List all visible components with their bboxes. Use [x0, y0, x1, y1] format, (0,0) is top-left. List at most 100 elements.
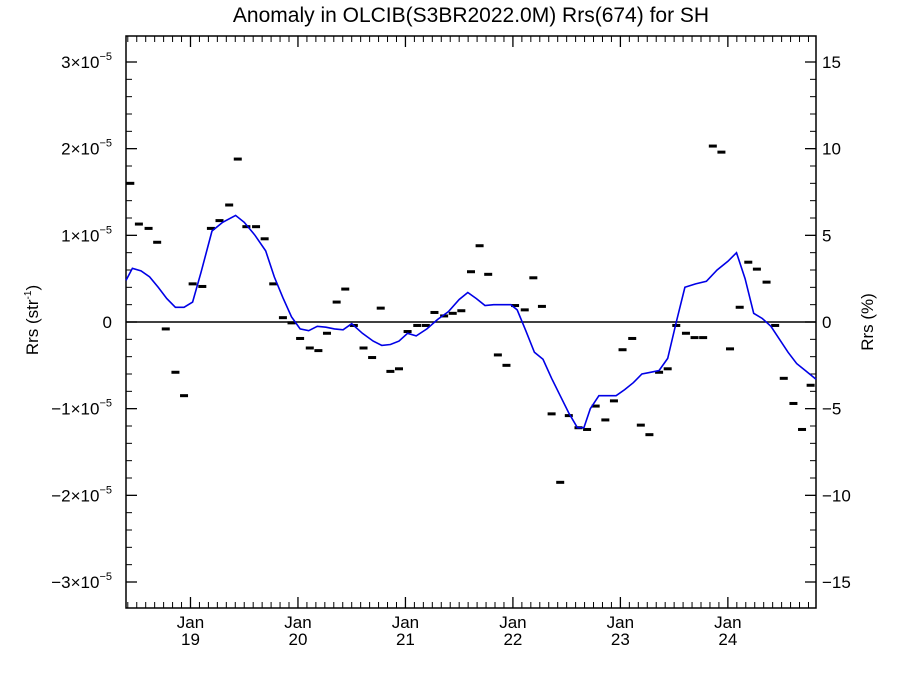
anomaly-marker: [260, 237, 269, 241]
anomaly-marker: [762, 280, 771, 284]
left-tick-label: −2×10−5: [51, 484, 112, 505]
anomaly-marker: [403, 330, 412, 334]
anomaly-marker: [242, 225, 251, 229]
anomaly-marker: [394, 367, 403, 371]
anomaly-marker: [726, 347, 735, 351]
x-tick-label-year: 20: [289, 630, 308, 649]
anomaly-marker: [386, 369, 395, 373]
right-tick-label: −15: [822, 573, 851, 592]
anomaly-marker: [161, 327, 170, 331]
y-axis-label-right: Rrs (%): [858, 293, 877, 351]
anomaly-marker: [681, 331, 690, 335]
left-axis: 3×10−5 2×10−5 1×10−5 0 −1×10−5 −2×10−5 −3×10−5: [51, 51, 137, 592]
left-tick-label: 2×10−5: [61, 138, 112, 159]
anomaly-marker: [717, 150, 726, 154]
right-axis: 15 10 5 0 −5 −10 −15: [805, 53, 851, 592]
anomaly-marker: [332, 300, 341, 304]
x-tick-label-month: Jan: [714, 613, 741, 632]
x-tick-label-year: 21: [396, 630, 415, 649]
anomaly-marker: [126, 181, 135, 185]
x-tick-label-year: 23: [611, 630, 630, 649]
anomaly-marker: [493, 353, 502, 357]
anomaly-marker: [376, 306, 385, 310]
anomaly-marker: [529, 276, 538, 280]
anomaly-marker: [448, 311, 457, 315]
anomaly-marker: [180, 394, 189, 398]
anomaly-marker: [198, 284, 207, 288]
right-tick-label: 5: [822, 226, 831, 245]
anomaly-marker: [628, 336, 637, 340]
anomaly-marker: [252, 225, 261, 229]
running-mean-line: [125, 214, 817, 429]
anomaly-marker: [269, 282, 278, 286]
anomaly-marker: [153, 240, 162, 244]
anomaly-marker: [735, 305, 744, 309]
anomaly-marker: [188, 282, 197, 286]
anomaly-marker: [215, 219, 224, 223]
anomaly-marker: [645, 433, 654, 437]
anomaly-marker: [636, 423, 645, 427]
x-tick-label-month: Jan: [284, 613, 311, 632]
right-tick-label: 15: [822, 53, 841, 72]
anomaly-marker: [744, 260, 753, 264]
anomaly-marker: [708, 144, 717, 148]
anomaly-marker: [421, 323, 430, 327]
anomaly-marker: [771, 323, 780, 327]
anomaly-marker: [457, 309, 466, 313]
anomaly-marker: [798, 427, 807, 431]
left-tick-label: 1×10−5: [61, 224, 112, 245]
anomaly-marker: [305, 346, 314, 350]
anomaly-marker: [467, 270, 475, 274]
right-tick-label: 0: [822, 313, 831, 332]
anomaly-marker: [440, 314, 449, 318]
anomaly-marker: [368, 356, 377, 360]
left-tick-label: 0: [103, 313, 112, 332]
anomaly-marker: [556, 480, 565, 484]
anomaly-marker: [278, 316, 287, 320]
y-axis-label-left: Rrs (str-1): [23, 285, 42, 355]
anomaly-marker: [511, 304, 520, 308]
anomaly-marker: [752, 267, 761, 271]
right-tick-label: −10: [822, 486, 851, 505]
anomaly-marker: [690, 336, 699, 340]
anomaly-marker: [430, 310, 439, 314]
anomaly-marker: [233, 157, 242, 161]
anomaly-marker: [314, 349, 323, 353]
anomaly-marker: [609, 399, 618, 403]
anomaly-marker: [699, 336, 708, 340]
anomaly-marker: [144, 226, 153, 230]
left-tick-label: −3×10−5: [51, 571, 112, 592]
anomaly-marker: [520, 308, 529, 312]
x-tick-label-month: Jan: [177, 613, 204, 632]
anomaly-marker: [475, 244, 484, 248]
anomaly-marker: [206, 226, 215, 230]
anomaly-marker: [591, 404, 600, 408]
anomaly-marker: [359, 346, 368, 350]
anomaly-marker: [134, 222, 143, 226]
right-tick-label: 10: [822, 140, 841, 159]
x-tick-label-year: 22: [503, 630, 522, 649]
anomaly-marker: [537, 304, 546, 308]
anomaly-marker: [618, 348, 627, 352]
anomaly-marker: [341, 287, 350, 291]
anomaly-marker: [547, 412, 556, 416]
anomaly-marker: [655, 370, 664, 374]
x-tick-label-month: Jan: [607, 613, 634, 632]
left-tick-label: 3×10−5: [61, 51, 112, 72]
x-tick-label-month: Jan: [392, 613, 419, 632]
anomaly-marker: [171, 370, 180, 374]
anomaly-marker: [663, 367, 672, 371]
right-tick-label: −5: [822, 400, 841, 419]
x-tick-label-year: 24: [718, 630, 737, 649]
x-tick-label-year: 19: [181, 630, 200, 649]
chart-title: Anomaly in OLCIB(S3BR2022.0M) Rrs(674) f…: [233, 4, 709, 27]
anomaly-marker: [484, 272, 493, 276]
anomaly-marker: [287, 321, 296, 325]
anomaly-marker: [789, 401, 798, 405]
anomaly-marker: [296, 336, 305, 340]
series-layer: [125, 144, 817, 484]
anomaly-marker: [322, 331, 331, 335]
anomaly-marker: [583, 427, 592, 431]
